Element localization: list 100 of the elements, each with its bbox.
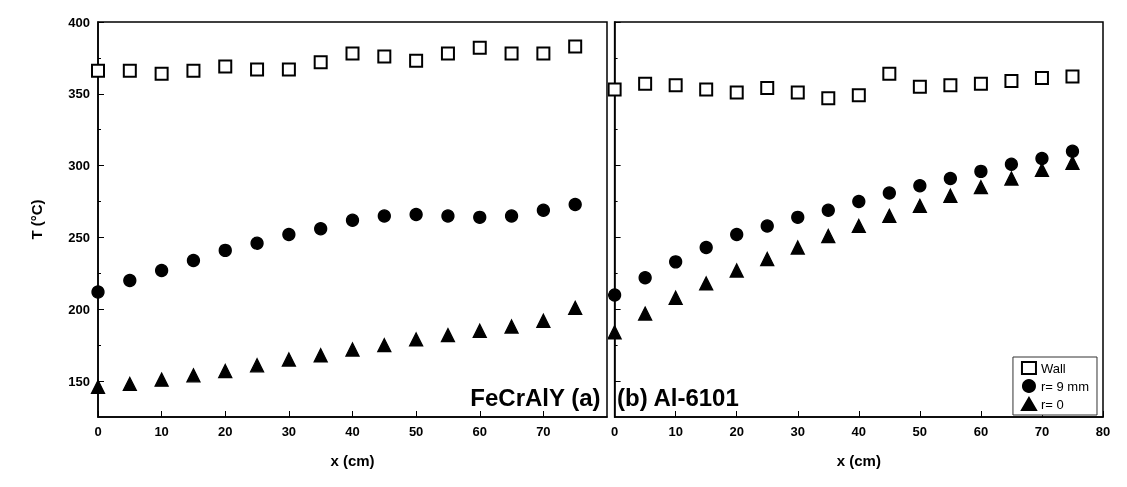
point [186,253,201,268]
point [943,171,958,186]
point [638,271,652,285]
point [536,313,551,328]
point [440,46,455,61]
y-tick-label: 350 [68,86,90,102]
point [314,222,328,236]
point [669,255,683,269]
annotation: FeCrAlY (a) [470,383,601,411]
point [377,49,392,64]
point [154,372,169,387]
point [1035,151,1049,166]
x-tick-label: 70 [536,424,551,439]
point [974,164,988,179]
point [345,342,360,357]
annotation: (b) Al-6101 [617,383,739,411]
point [536,46,551,61]
point [473,210,487,224]
point [608,288,622,302]
point [250,236,264,250]
point [440,327,456,343]
point [1065,69,1080,84]
x-tick-label: 20 [729,424,744,439]
point [821,91,836,106]
point [218,243,232,258]
point [568,300,583,315]
point [250,62,265,77]
point [760,251,775,267]
x-tick-label: 30 [790,424,805,439]
x-tick-label: 50 [408,424,424,439]
point [472,40,487,55]
point [281,352,297,367]
point [821,228,836,244]
point [91,63,105,78]
point [790,240,805,255]
point [729,263,744,278]
point [282,227,296,242]
x-tick-label: 0 [94,424,102,439]
point [943,188,958,203]
point [536,203,551,217]
y-tick-label: 400 [68,14,90,30]
point [1004,73,1019,88]
point [441,209,455,223]
point [1004,171,1019,186]
point [345,46,360,61]
point [504,209,519,223]
point [608,82,622,97]
point [186,63,201,78]
point [637,306,653,321]
point [123,273,137,288]
y-tick-label: 300 [68,158,90,174]
point [122,63,137,78]
point [1004,157,1019,171]
point [790,85,805,100]
x-tick-label: 60 [973,424,989,439]
point [409,53,424,68]
point [851,88,866,103]
point [668,78,683,93]
x-tick-label: 80 [1095,424,1111,439]
x-tick-label: 50 [912,424,928,439]
point [377,338,392,353]
x-tick-label: 10 [154,424,169,439]
point [882,66,897,81]
x-axis-title: x (cm) [330,452,375,469]
point [913,179,927,193]
point [699,82,714,97]
point [730,227,744,242]
point [791,210,805,224]
point [608,325,622,340]
point [186,368,201,383]
x-tick-label: 10 [668,424,683,439]
point [154,263,169,278]
point [699,240,713,255]
point [729,85,744,100]
point [504,46,519,61]
point [218,363,233,379]
point [345,213,360,227]
point [973,180,989,195]
point [90,379,106,394]
y-tick-label: 150 [68,373,90,389]
point [281,62,296,77]
point [408,332,424,347]
point [882,208,897,224]
x-axis-title: x (cm) [836,452,881,469]
point [313,348,328,363]
x-tick-label: 70 [1034,424,1050,439]
point [851,218,866,234]
point [154,66,169,81]
point [821,203,835,217]
point [568,197,582,212]
point [912,198,928,213]
point [568,39,583,54]
point [91,285,105,299]
point [218,59,233,74]
y-tick-label: 250 [68,229,90,245]
point [760,81,775,96]
point [472,323,487,338]
legend-label: r= 9 mm [1040,378,1090,394]
point [313,55,328,70]
point [377,209,391,223]
